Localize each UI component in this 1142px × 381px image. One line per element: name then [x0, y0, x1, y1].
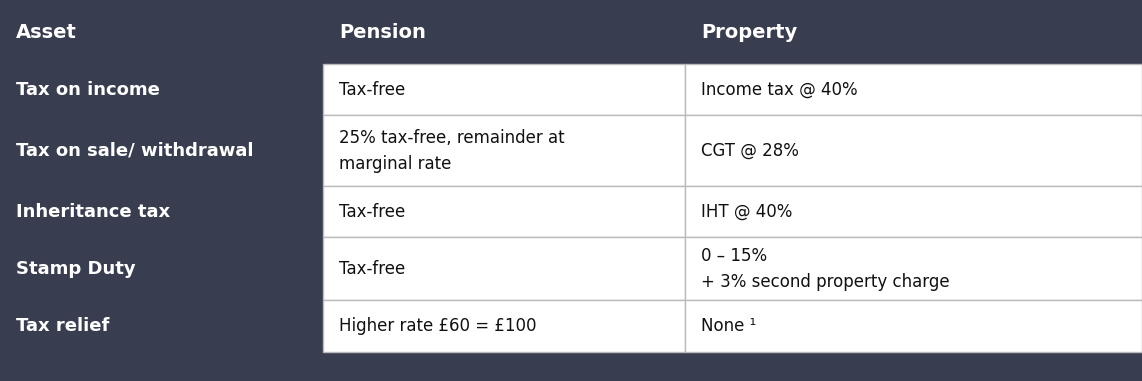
Bar — [0, 115, 323, 186]
Bar — [685, 237, 1142, 300]
Text: None ¹: None ¹ — [701, 317, 756, 335]
Bar — [323, 237, 685, 300]
Text: Tax on sale/ withdrawal: Tax on sale/ withdrawal — [16, 142, 254, 160]
Text: IHT @ 40%: IHT @ 40% — [701, 203, 793, 221]
Text: Stamp Duty: Stamp Duty — [16, 260, 136, 278]
Text: Asset: Asset — [16, 22, 77, 42]
Text: Pension: Pension — [339, 22, 426, 42]
Text: Tax-free: Tax-free — [339, 203, 405, 221]
Bar — [0, 352, 1142, 381]
Text: Higher rate £60 = £100: Higher rate £60 = £100 — [339, 317, 537, 335]
Text: Income tax @ 40%: Income tax @ 40% — [701, 81, 858, 99]
Bar — [0, 237, 323, 300]
Bar — [323, 186, 685, 237]
Bar — [685, 300, 1142, 352]
Bar — [323, 64, 685, 115]
Text: Tax-free: Tax-free — [339, 81, 405, 99]
Text: Tax relief: Tax relief — [16, 317, 110, 335]
Bar — [323, 300, 685, 352]
Bar — [0, 300, 323, 352]
Text: Property: Property — [701, 22, 797, 42]
Text: Tax on income: Tax on income — [16, 81, 160, 99]
Bar — [0, 0, 1142, 64]
Text: CGT @ 28%: CGT @ 28% — [701, 142, 799, 160]
Bar — [323, 115, 685, 186]
Text: Tax-free: Tax-free — [339, 260, 405, 278]
Bar — [685, 64, 1142, 115]
Text: 0 – 15%
+ 3% second property charge: 0 – 15% + 3% second property charge — [701, 247, 950, 291]
Bar — [0, 186, 323, 237]
Text: 25% tax-free, remainder at
marginal rate: 25% tax-free, remainder at marginal rate — [339, 129, 565, 173]
Bar — [0, 64, 323, 115]
Bar — [685, 115, 1142, 186]
Text: Inheritance tax: Inheritance tax — [16, 203, 170, 221]
Bar — [685, 186, 1142, 237]
